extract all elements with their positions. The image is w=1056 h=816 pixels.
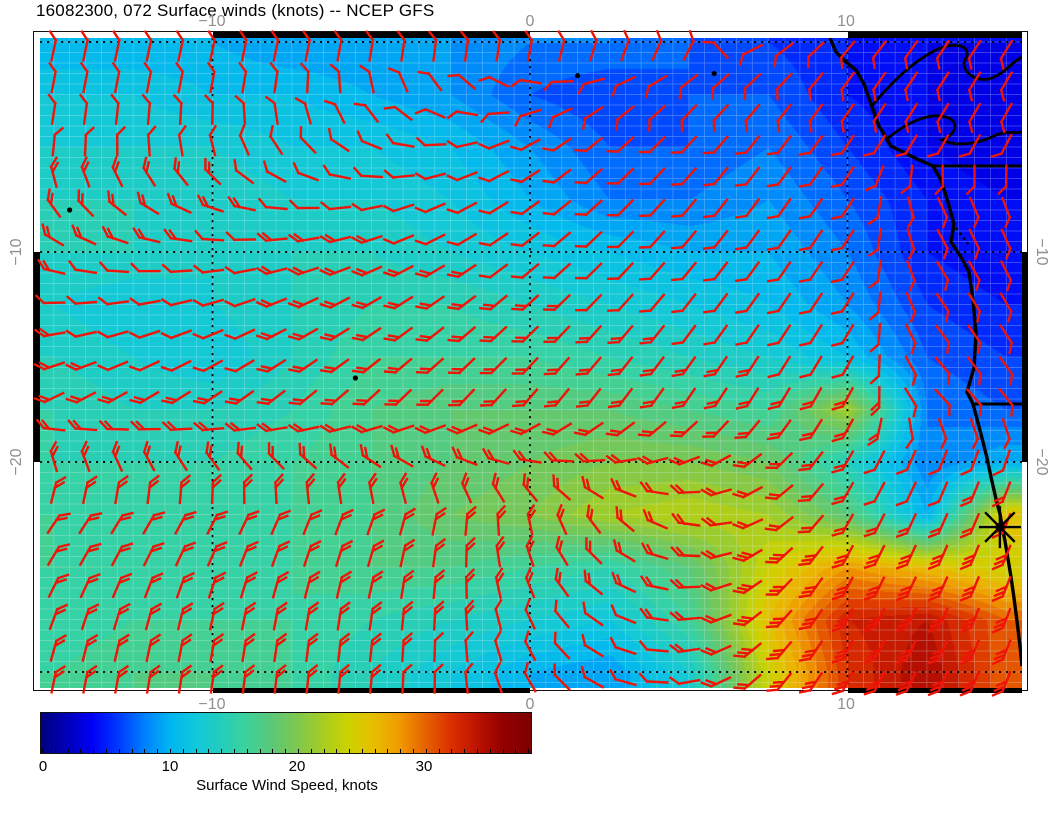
colorbar-minor-tick [195, 749, 197, 753]
colorbar-minor-tick [221, 749, 223, 753]
figure-title: 16082300, 072 Surface winds (knots) -- N… [36, 1, 435, 20]
africa-coastline [828, 38, 1022, 667]
colorbar-minor-tick [336, 749, 338, 753]
wind-speed-field-canvas [40, 38, 1022, 688]
degree-band-segment [847, 32, 1022, 38]
colorbar-minor-tick [438, 749, 440, 753]
colorbar-minor-tick [387, 749, 389, 753]
colorbar-minor-tick [323, 749, 325, 753]
colorbar-minor-tick [67, 749, 69, 753]
colorbar-minor-tick [451, 749, 453, 753]
coastline [828, 38, 1022, 667]
colorbar-minor-tick [477, 749, 478, 753]
colorbar-minor-tick [208, 749, 210, 753]
colorbar-tick-label: 20 [288, 758, 306, 775]
colorbar-minor-tick [157, 749, 159, 753]
colorbar-minor-tick [297, 749, 299, 753]
colorbar-minor-tick [80, 749, 82, 753]
colorbar-minor-tick [515, 749, 517, 753]
colorbar-minor-tick [93, 749, 95, 753]
x-axis-top-tick-label: 0 [525, 13, 535, 30]
colorbar-minor-tick [246, 749, 248, 753]
colorbar-minor-tick [425, 749, 427, 753]
colorbar-tick-label: 30 [415, 758, 433, 775]
colorbar-minor-tick [131, 749, 133, 753]
colorbar-minor-tick [502, 749, 504, 753]
colorbar-minor-tick [528, 749, 530, 753]
island-dot [711, 70, 717, 77]
colorbar-minor-tick [413, 749, 414, 753]
degree-band-segment [212, 32, 530, 38]
colorbar-minor-tick [144, 749, 146, 753]
colorbar-caption: Surface Wind Speed, knots [196, 777, 378, 794]
colorbar-minor-tick [169, 749, 171, 753]
colorbar-tick-label: 0 [38, 758, 48, 775]
colorbar-minor-tick [106, 749, 107, 753]
river-meander [885, 114, 1022, 146]
colorbar-minor-tick [182, 749, 184, 753]
x-axis-top-tick-label: 10 [837, 13, 855, 30]
x-axis-bottom-tick-label: 10 [837, 696, 855, 713]
river-meander [870, 43, 1022, 107]
star-marker [978, 506, 1021, 549]
degree-band-segment [1022, 252, 1028, 462]
island-dot [67, 207, 73, 213]
colorbar [40, 712, 532, 754]
x-axis-bottom-tick-label: 0 [525, 696, 535, 713]
colorbar-minor-tick [400, 749, 402, 753]
colorbar-minor-tick [285, 749, 287, 753]
island-dot [352, 375, 358, 381]
colorbar-minor-tick [259, 749, 261, 753]
colorbar-minor-tick [310, 749, 312, 753]
colorbar-minor-tick [349, 749, 350, 753]
island-dots [67, 70, 717, 381]
colorbar-minor-tick [233, 749, 235, 753]
colorbar-minor-tick [489, 749, 491, 753]
colorbar-minor-tick [54, 749, 56, 753]
wind-barbs [33, 29, 1015, 697]
colorbar-minor-tick [361, 749, 363, 753]
colorbar-minor-tick [42, 749, 43, 753]
colorbar-minor-tick [118, 749, 120, 753]
colorbar-tick-label: 10 [161, 758, 179, 775]
x-axis-top-tick-label: −10 [198, 13, 226, 30]
island-dot [575, 73, 581, 79]
x-axis-bottom-tick-label: −10 [198, 696, 226, 713]
colorbar-minor-tick [374, 749, 376, 753]
colorbar-minor-tick [272, 749, 274, 753]
degree-band-segment [34, 252, 40, 462]
colorbar-minor-tick [464, 749, 466, 753]
degree-band-segment [847, 688, 1022, 693]
